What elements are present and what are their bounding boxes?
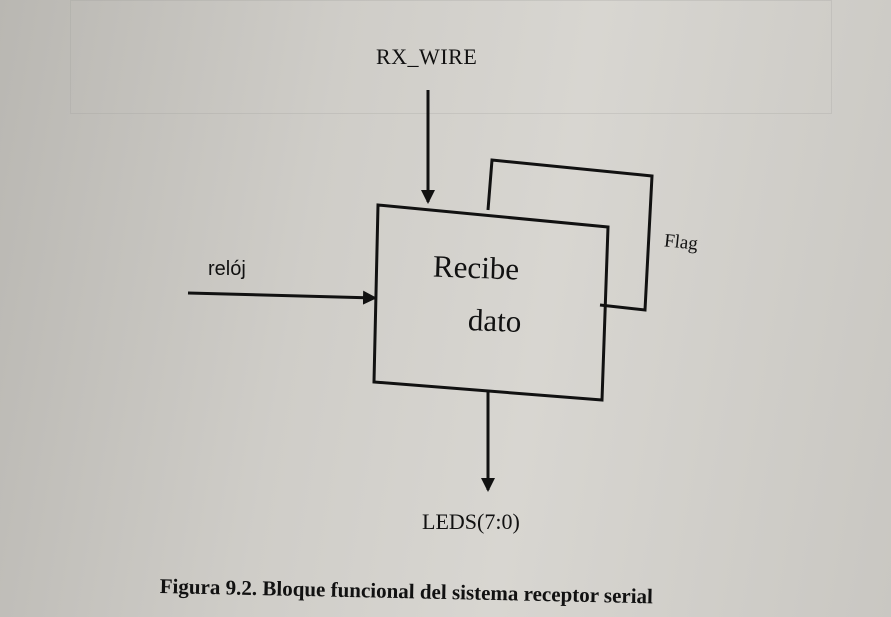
- block-label-line1: Recibe: [432, 248, 520, 287]
- recibe-dato-block: [372, 203, 610, 402]
- flag-feedback-loop: [486, 158, 654, 312]
- flag-label: Flag: [663, 230, 699, 255]
- reloj-label: relój: [208, 258, 246, 280]
- bleed-through-box: [70, 0, 832, 114]
- reloj-arrow: [187, 290, 377, 305]
- rx-wire-label: RX_WIRE: [376, 44, 478, 69]
- leds-output-label: LEDS(7:0): [422, 509, 520, 534]
- block-label-line2: dato: [467, 302, 522, 339]
